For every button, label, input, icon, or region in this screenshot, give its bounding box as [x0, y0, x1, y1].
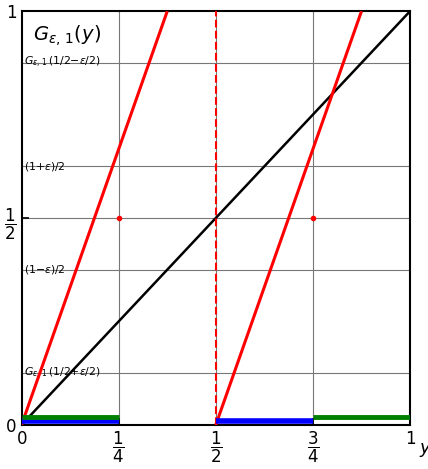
- Text: $(1{+}\epsilon)/2$: $(1{+}\epsilon)/2$: [24, 160, 66, 173]
- Text: $G_{\epsilon,\,1}\,(1/2{-}\epsilon/2)$: $G_{\epsilon,\,1}\,(1/2{-}\epsilon/2)$: [24, 55, 101, 70]
- Text: $G_{\epsilon,\,1}(y)$: $G_{\epsilon,\,1}(y)$: [33, 23, 101, 48]
- Text: $(1{-}\epsilon)/2$: $(1{-}\epsilon)/2$: [24, 263, 66, 276]
- Text: $G_{\epsilon,\,1}\,(1/2{+}\epsilon/2)$: $G_{\epsilon,\,1}\,(1/2{+}\epsilon/2)$: [24, 365, 101, 381]
- X-axis label: $y$: $y$: [419, 441, 428, 459]
